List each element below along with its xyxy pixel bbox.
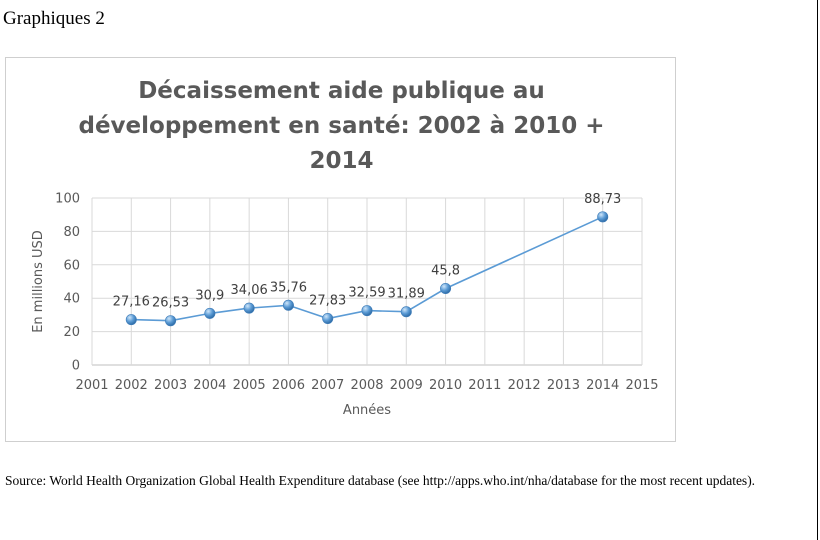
line-chart: 0 20 40 60 80 100 2001 2002 2003 2004 2005 2006 2007… <box>31 192 659 419</box>
x-tick-label: 2013 <box>547 378 580 393</box>
x-tick-label: 2007 <box>311 378 344 393</box>
x-tick-label: 2009 <box>390 378 423 393</box>
data-label: 26,53 <box>152 296 189 311</box>
data-point <box>125 314 137 326</box>
data-point <box>400 306 412 318</box>
data-label: 45,8 <box>431 264 460 279</box>
data-point <box>165 315 177 327</box>
data-point <box>282 299 294 311</box>
series-line <box>131 216 604 322</box>
data-label: 32,59 <box>348 286 385 301</box>
y-tick-label: 0 <box>72 359 80 374</box>
x-tick-label: 2004 <box>193 378 226 393</box>
data-label: 27,83 <box>309 294 346 309</box>
chart-title-line-2: développement en santé: 2002 à 2010 + <box>78 113 605 139</box>
chart-container: Décaissement aide publique au développem… <box>5 57 676 442</box>
x-tick-label: 2011 <box>468 378 501 393</box>
x-tick-label: 2003 <box>154 378 187 393</box>
x-tick-label: 2001 <box>75 378 108 393</box>
page-right-border <box>817 0 818 540</box>
chart-title: Décaissement aide publique au développem… <box>6 74 677 179</box>
y-axis-title: En millions USD <box>31 230 46 333</box>
x-tick-label: 2002 <box>115 378 148 393</box>
x-tick-label: 2006 <box>272 378 305 393</box>
y-tick-label: 40 <box>63 292 80 307</box>
y-tick-label: 60 <box>63 258 80 273</box>
x-tick-label: 2010 <box>429 378 462 393</box>
data-point <box>440 283 452 295</box>
chart-title-line-3: 2014 <box>309 148 374 174</box>
x-tick-label: 2008 <box>350 378 383 393</box>
x-axis-title: Années <box>343 403 391 418</box>
data-point <box>597 211 609 223</box>
y-tick-label: 20 <box>63 325 80 340</box>
y-tick-label: 80 <box>63 225 80 240</box>
data-point <box>361 305 373 317</box>
data-label: 27,16 <box>113 295 150 310</box>
data-point <box>322 313 334 325</box>
x-tick-label: 2015 <box>625 378 658 393</box>
data-label: 30,9 <box>195 288 224 303</box>
data-label: 34,06 <box>231 283 268 298</box>
y-tick-label: 100 <box>55 192 80 207</box>
data-label: 88,73 <box>584 192 621 207</box>
data-point <box>243 302 255 314</box>
x-tick-label: 2005 <box>233 378 266 393</box>
chart-title-line-1: Décaissement aide publique au <box>138 78 545 104</box>
x-tick-label: 2014 <box>586 378 619 393</box>
document-heading: Graphiques 2 <box>3 8 105 29</box>
source-note: Source: World Health Organization Global… <box>5 473 756 488</box>
data-label: 31,89 <box>388 287 425 302</box>
data-point <box>204 307 216 319</box>
x-tick-label: 2012 <box>508 378 541 393</box>
data-label: 35,76 <box>270 280 307 295</box>
